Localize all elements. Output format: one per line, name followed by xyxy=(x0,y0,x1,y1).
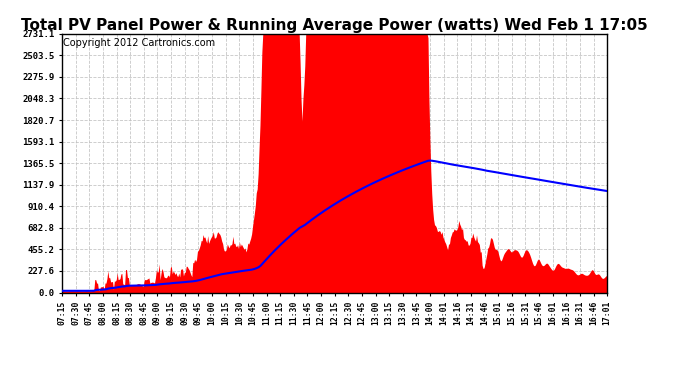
Text: Copyright 2012 Cartronics.com: Copyright 2012 Cartronics.com xyxy=(63,38,215,48)
Title: Total PV Panel Power & Running Average Power (watts) Wed Feb 1 17:05: Total PV Panel Power & Running Average P… xyxy=(21,18,648,33)
